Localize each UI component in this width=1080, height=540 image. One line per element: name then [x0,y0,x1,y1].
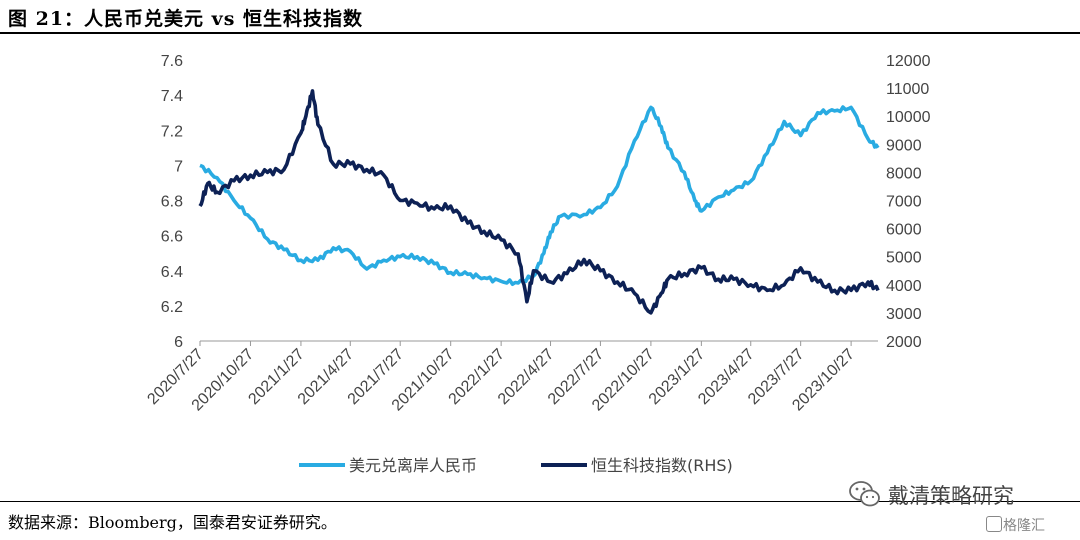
y-left-tick-label: 7.2 [161,123,183,140]
y-right-tick-label: 12000 [886,53,931,70]
y-right-tick-label: 10000 [886,109,931,126]
chart-area: 6 6.2 6.4 6.6 6.8 7 7.2 7.4 7.6 2000 3000 4000 5000 6… [144,53,930,475]
y-right-tick-label: 8000 [886,165,922,182]
y-left-tick-label: 6.4 [161,264,183,281]
y-right-tick-label: 4000 [886,278,922,295]
y-left-tick-label: 7 [174,158,183,175]
y-left-tick-label: 6 [174,334,183,351]
watermark-text: 戴清策略研究 [888,484,1014,508]
wechat-icon [849,481,880,507]
top-rule [0,32,1080,34]
series-line-hstech [198,89,880,315]
badge-text: 格隆汇 [1003,518,1045,534]
y-left-tick-label: 6.6 [161,229,183,246]
legend-label-hstech: 恒生科技指数(RHS) [591,456,733,475]
legend-label-usdcnh: 美元兑离岸人民币 [349,456,477,475]
y-right-tick-label: 7000 [886,194,922,211]
y-right-tick-label: 5000 [886,250,922,267]
y-right-tick-label: 6000 [886,222,922,239]
y-right-tick-label: 3000 [886,306,922,323]
series-line-usdcnh [199,105,880,286]
source-note: 数据来源：Bloomberg，国泰君安证券研究。 [8,513,337,532]
y-left-tick-label: 7.4 [161,88,183,105]
legend: 美元兑离岸人民币 恒生科技指数(RHS) [299,456,733,475]
series-layer [198,89,880,315]
bottom-rule [0,501,1080,502]
figure-title: 图 21：人民币兑美元 vs 恒生科技指数 [8,8,364,30]
axes-group: 6 6.2 6.4 6.6 6.8 7 7.2 7.4 7.6 2000 3000 4000 5000 6… [144,53,930,414]
y-left-tick-label: 6.8 [161,194,183,211]
badge-icon [986,516,1002,532]
y-right-tick-label: 11000 [886,81,929,98]
y-right-tick-label: 9000 [886,137,922,154]
y-left-tick-label: 7.6 [161,53,183,70]
y-right-tick-label: 2000 [886,334,922,351]
y-left-tick-label: 6.2 [161,299,183,316]
